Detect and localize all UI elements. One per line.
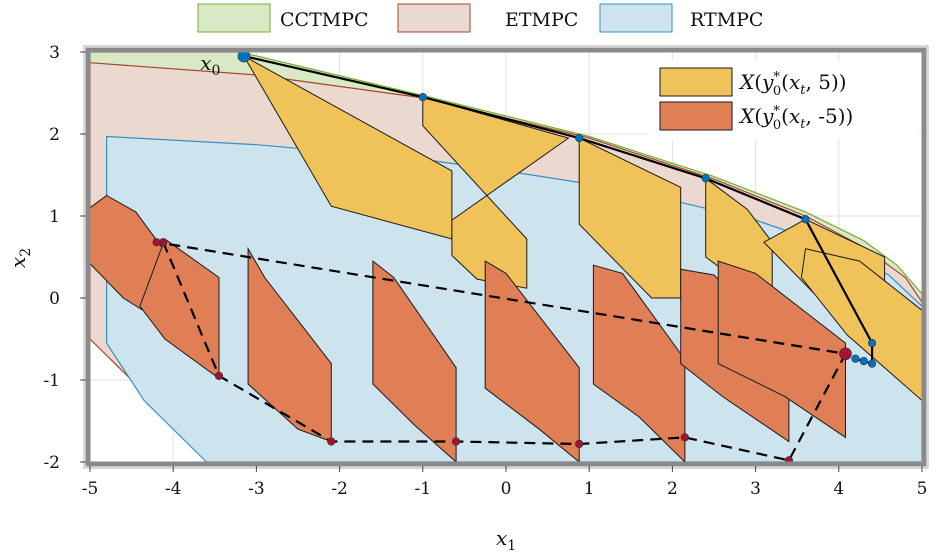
point-lower-1 <box>214 371 224 381</box>
y-tick-label: -1 <box>43 371 60 391</box>
x-tick-label: 5 <box>917 479 928 499</box>
y-tick-label: 0 <box>49 289 60 309</box>
set-upper-1 <box>422 96 570 289</box>
point-upper-6 <box>867 359 877 368</box>
point-lower-4 <box>575 439 584 449</box>
x-tick-label: 1 <box>584 479 595 499</box>
point-upper-5 <box>867 339 877 348</box>
trajectories <box>152 49 877 465</box>
legend-inner: X(y* 0(xt, 5)) X(y* 0(xt, -5)) <box>650 60 918 140</box>
legend-label: CCTMPC <box>280 9 369 31</box>
annotation-x0: x0 <box>200 51 220 79</box>
set-lower-3 <box>372 260 457 462</box>
legend-top-entry: ETMPC <box>397 3 578 33</box>
legend-label: ETMPC <box>505 9 578 31</box>
point-upper-1 <box>418 92 427 102</box>
ticks: -5 -4 -3 -2 -1 0 1 2 3 4 5 -2 -1 0 1 2 3 <box>43 43 927 499</box>
x-tick-label: 2 <box>667 479 678 499</box>
tube-sets <box>90 54 922 462</box>
set-lower-5 <box>592 264 686 462</box>
point-lower-8 <box>152 238 161 247</box>
legend-top-entry: RTMPC <box>599 3 763 33</box>
legends: CCTMPC ETMPC RTMPC X(y* 0(xt, 5)) X(y* 0(xt, -… <box>197 3 918 140</box>
set-lower-7 <box>717 260 846 439</box>
set-lower-4 <box>484 260 580 462</box>
point-upper-7 <box>859 357 868 366</box>
x-tick-label: -1 <box>415 479 432 499</box>
y-tick-label: 3 <box>49 43 60 63</box>
point-upper-3 <box>701 174 710 183</box>
legend-inner-label: X(y* 0(xt, -5)) <box>738 104 853 133</box>
point-lower-7 <box>839 347 852 361</box>
y-axis-label: x2 <box>6 248 34 268</box>
x-tick-label: -5 <box>82 479 99 499</box>
point-lower-5 <box>680 433 689 442</box>
x-axis-label: x1 <box>496 526 516 554</box>
x-tick-label: 3 <box>750 479 761 499</box>
point-upper-4 <box>801 215 810 224</box>
axis-labels: x1 x2 x0 <box>6 51 516 554</box>
y-tick-label: 2 <box>49 125 60 145</box>
point-upper-8 <box>851 354 860 363</box>
legend-inner-label: X(y* 0(xt, 5)) <box>738 70 847 99</box>
point-upper-2 <box>575 134 584 143</box>
point-lower-2 <box>327 437 336 446</box>
x-tick-label: -3 <box>248 479 265 499</box>
x-tick-label: 4 <box>833 479 844 499</box>
legend-swatch <box>599 3 673 33</box>
legend-inner-swatch <box>659 67 733 97</box>
x-tick-label: -4 <box>165 479 182 499</box>
legend-swatch <box>197 3 271 33</box>
set-lower-1 <box>139 238 220 380</box>
x-tick-label: 0 <box>501 479 512 499</box>
legend-swatch <box>397 3 471 33</box>
x-tick-label: -2 <box>331 479 348 499</box>
legend-inner-swatch <box>659 101 733 131</box>
plot-border <box>85 47 927 467</box>
set-upper-2 <box>578 137 682 299</box>
y-tick-label: 1 <box>49 207 60 227</box>
legend-label: RTMPC <box>690 9 763 31</box>
point-lower-3 <box>451 437 461 446</box>
legend-top-entry: CCTMPC <box>197 3 369 33</box>
y-tick-label: -2 <box>43 453 60 473</box>
